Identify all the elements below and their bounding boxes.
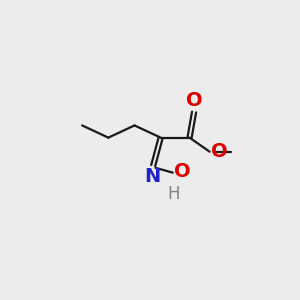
Text: H: H [168,185,180,203]
Text: N: N [144,167,160,186]
Text: O: O [174,162,190,181]
Text: O: O [211,142,227,161]
Text: O: O [186,91,202,110]
